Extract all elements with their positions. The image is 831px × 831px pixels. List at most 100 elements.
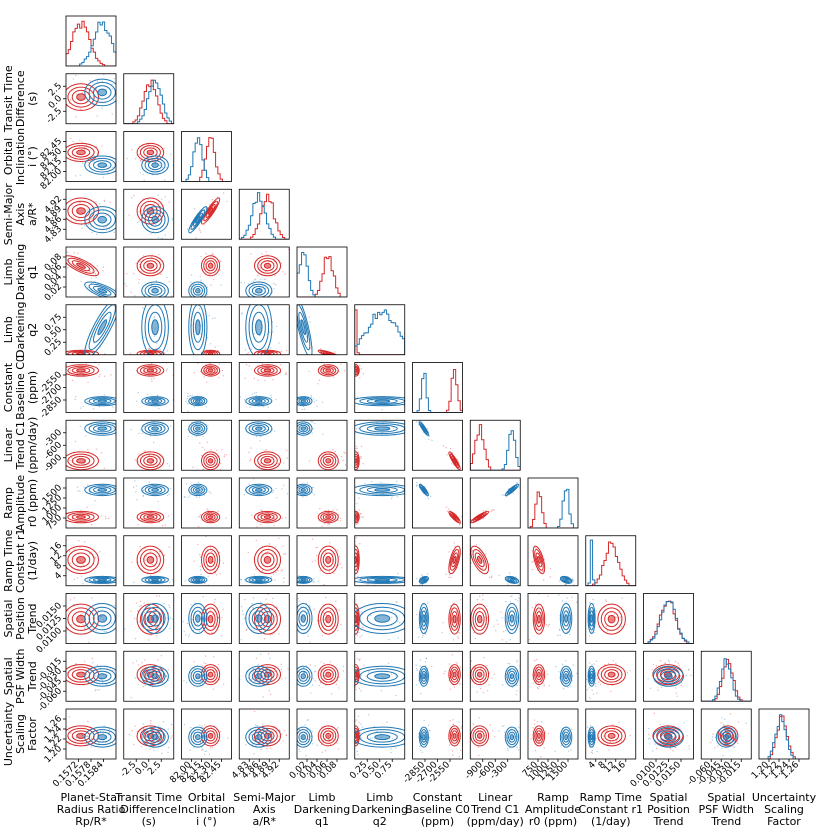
blue-point — [419, 659, 422, 661]
blue-point — [310, 729, 312, 731]
panel-frame — [354, 477, 406, 529]
red-point — [87, 161, 89, 164]
x-axis-label: Axis — [253, 803, 276, 816]
blue-contour — [188, 281, 208, 297]
blue-point — [105, 226, 108, 228]
red-contour — [143, 552, 158, 568]
red-point — [477, 746, 480, 748]
blue-point — [137, 683, 139, 686]
panel-frame — [123, 246, 175, 298]
red-point — [144, 659, 146, 661]
blue-point — [207, 293, 209, 296]
blue-contour — [151, 487, 159, 492]
red-contour — [76, 149, 86, 156]
blue-point — [161, 237, 164, 240]
blue-point — [95, 688, 97, 691]
blue-contour — [245, 421, 273, 436]
red-point — [357, 575, 359, 578]
red-point — [102, 270, 104, 272]
blue-contour — [97, 426, 108, 431]
blue-point — [94, 500, 96, 502]
red-point — [617, 628, 619, 631]
blue-point — [157, 237, 160, 239]
red-point — [148, 348, 150, 350]
red-point — [105, 214, 107, 216]
red-point — [73, 548, 75, 551]
blue-point — [147, 393, 149, 396]
red-point — [445, 506, 448, 508]
red-contour — [449, 607, 460, 631]
panel-q1-rp — [66, 251, 116, 297]
red-point — [101, 145, 103, 147]
red-point — [675, 692, 678, 694]
red-contour — [200, 725, 221, 747]
red-point — [214, 346, 216, 348]
blue-contour — [561, 668, 571, 685]
blue-contour — [562, 670, 570, 682]
blue-point — [80, 156, 82, 158]
red-point — [252, 737, 255, 739]
red-point — [152, 441, 155, 444]
red-point — [138, 278, 140, 281]
blue-contour — [248, 397, 270, 406]
red-point — [337, 519, 339, 521]
red-point — [206, 441, 208, 443]
panel-sp-a — [240, 593, 282, 641]
red-point — [72, 460, 75, 462]
blue-point — [565, 684, 567, 686]
red-point — [318, 619, 321, 621]
blue-point — [394, 747, 397, 749]
red-point — [278, 735, 280, 737]
panel-c0-inc — [185, 362, 224, 413]
y-axis-label: Trend — [26, 661, 39, 692]
red-contour — [139, 453, 161, 468]
red-point — [318, 735, 321, 737]
red-point — [94, 273, 97, 275]
blue-point — [251, 743, 254, 745]
blue-point — [592, 598, 594, 601]
red-point — [324, 675, 326, 677]
panel-a-a — [239, 192, 290, 240]
red-point — [79, 546, 81, 549]
blue-contour — [422, 673, 426, 680]
panel-frame — [412, 650, 463, 702]
red-point — [446, 454, 448, 456]
red-point — [205, 535, 207, 538]
red-point — [470, 660, 473, 662]
red-point — [458, 524, 461, 526]
blue-point — [357, 579, 360, 581]
red-contour — [452, 555, 457, 564]
blue-point — [270, 730, 272, 733]
blue-point — [255, 391, 258, 394]
blue-point — [88, 641, 90, 643]
y-axis-label: Transit Time — [2, 65, 15, 133]
blue-point — [81, 227, 83, 230]
blue-point — [572, 579, 574, 582]
blue-contour — [418, 483, 429, 497]
blue-point — [94, 740, 96, 742]
blue-point — [269, 578, 271, 581]
blue-contour — [195, 614, 201, 623]
red-point — [543, 683, 545, 685]
blue-contour — [248, 485, 270, 495]
red-point — [138, 153, 140, 156]
red-point — [672, 750, 674, 752]
blue-point — [312, 678, 315, 680]
blue-point — [187, 392, 189, 395]
red-point — [160, 655, 163, 657]
blue-point — [271, 609, 273, 612]
panel-frame — [181, 535, 232, 587]
red-point — [336, 509, 338, 511]
panel-rp-rp — [66, 20, 116, 66]
blue-point — [193, 406, 195, 408]
red-point — [66, 251, 69, 253]
panel-sw-q1 — [297, 661, 345, 695]
red-contour — [139, 607, 161, 631]
red-point — [131, 561, 133, 563]
blue-point — [264, 572, 267, 574]
red-point — [204, 737, 207, 740]
blue-contour — [192, 577, 203, 583]
blue-contour — [84, 281, 116, 297]
panel-c1-tt — [130, 420, 172, 471]
panel-q1-inc — [188, 252, 222, 297]
